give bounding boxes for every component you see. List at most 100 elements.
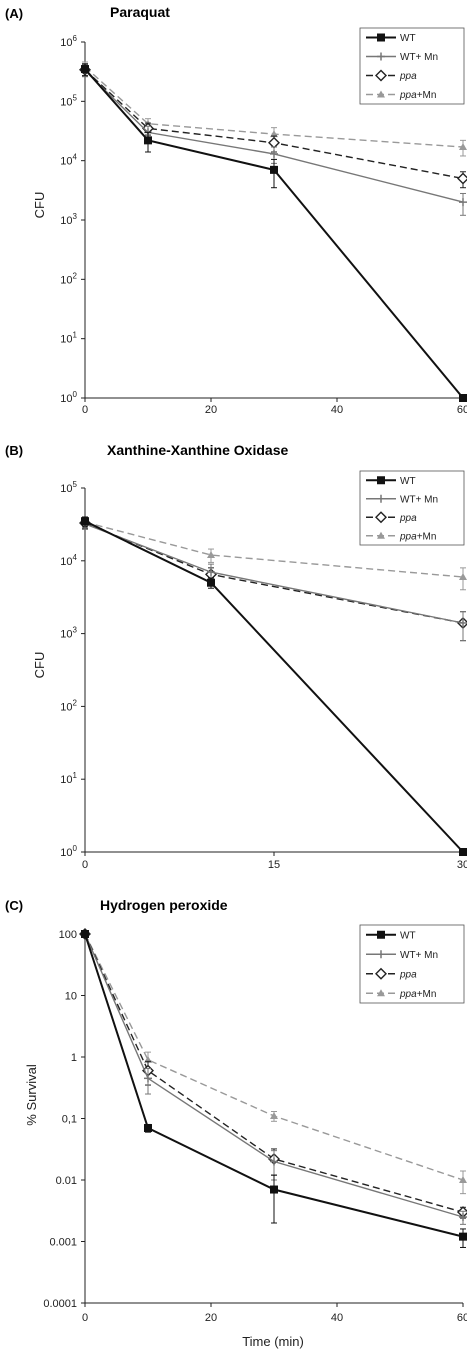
legend-c: WT WT+ Mn ppa ppa+Mn (359, 924, 465, 1004)
data-point-b-wt-2 (459, 848, 467, 856)
y-tick-exp-b-0: 0 (73, 844, 78, 853)
series-line-a-wt (84, 68, 464, 399)
panel-c: (C) Hydrogen peroxide % Survival Time (m… (5, 897, 467, 1349)
y-tick-label-c-0: 0.0001 (43, 1298, 77, 1310)
data-point-b-ppa-mn-2 (459, 572, 467, 580)
x-tick-label-b-0: 0 (82, 859, 88, 871)
x-tick-label-c-2: 40 (331, 1312, 343, 1324)
legend-label-c-wt: WT (400, 930, 416, 941)
legend-label-a-ppa-mn: ppa+Mn (399, 90, 436, 101)
y-tick-label-a-3: 103 (60, 212, 77, 227)
y-tick-base-b-3: 10 (60, 629, 72, 641)
legend-label-a-ppa: ppa (399, 71, 417, 82)
data-point-c-wt-0 (81, 930, 89, 938)
series-line-b-wt (84, 520, 464, 853)
legend-marker-b-ppa-mn (377, 531, 385, 539)
y-tick-exp-a-4: 4 (73, 153, 78, 162)
data-point-b-wt-1 (207, 578, 215, 587)
series-line-c-wt-mn (84, 933, 464, 1218)
legend-marker-b-ppa (375, 511, 387, 524)
y-tick-label-a-1: 101 (60, 331, 77, 346)
legend-label-a-wt-mn: WT+ Mn (400, 52, 438, 63)
legend-label-b-ppa: ppa (399, 513, 417, 524)
legend-label-c-wt-mn: WT+ Mn (400, 950, 438, 961)
series-line-c-ppa-mn (84, 933, 464, 1181)
y-tick-label-a-6: 106 (60, 34, 77, 49)
y-tick-base-a-5: 10 (60, 96, 72, 108)
data-point-a-ppa-2 (268, 136, 280, 149)
data-point-a-wt-1 (144, 136, 152, 145)
series-line-b-ppa-mn (84, 521, 464, 578)
y-tick-exp-b-4: 4 (73, 553, 78, 562)
y-tick-base-a-0: 10 (60, 393, 72, 405)
x-tick-label-c-3: 60 (457, 1312, 467, 1324)
legend-marker-b-wt-mn (377, 494, 385, 503)
y-tick-label-c-1: 0.001 (49, 1237, 77, 1249)
data-point-a-ppa-3 (457, 172, 467, 185)
legend-label-suffix-c-ppa-mn: +Mn (417, 989, 437, 1000)
legend-marker-a-wt (377, 33, 385, 42)
y-tick-exp-a-1: 1 (73, 331, 78, 340)
y-tick-exp-b-1: 1 (73, 771, 78, 780)
panel-title-b: Xanthine-Xanthine Oxidase (107, 442, 288, 458)
panel-title-a: Paraquat (110, 4, 170, 20)
legend-marker-a-wt-mn (377, 52, 385, 61)
data-point-c-wt-1 (144, 1124, 152, 1133)
legend-label-italic-a-ppa-mn: ppa (399, 90, 417, 101)
y-tick-base-b-1: 10 (60, 774, 72, 786)
y-tick-label-a-0: 100 (60, 390, 77, 405)
x-tick-label-a-2: 40 (331, 404, 343, 416)
data-point-c-wt-mn-2 (270, 1157, 278, 1166)
x-axis-label-c: Time (min) (242, 1334, 304, 1349)
series-b-wt (81, 516, 467, 856)
x-tick-label-a-3: 60 (457, 404, 467, 416)
data-point-c-wt-mn-3 (459, 1213, 467, 1222)
y-tick-label-c-4: 1 (71, 1052, 77, 1064)
y-tick-base-b-4: 10 (60, 556, 72, 568)
x-tick-label-b-2: 30 (457, 859, 467, 871)
y-tick-label-c-3: 0,1 (62, 1114, 77, 1126)
data-point-b-wt-0 (81, 517, 89, 526)
data-point-b-ppa-mn-1 (207, 551, 215, 559)
data-point-c-ppa-mn-3 (459, 1176, 467, 1183)
y-tick-base-b-2: 10 (60, 701, 72, 713)
y-tick-exp-a-5: 5 (73, 93, 78, 102)
y-tick-exp-a-0: 0 (73, 390, 78, 399)
data-point-a-wt-3 (459, 394, 467, 402)
y-tick-label-a-5: 105 (60, 93, 77, 108)
x-tick-label-c-0: 0 (82, 1312, 88, 1324)
y-tick-label-c-6: 100 (59, 929, 77, 941)
series-line-a-wt-mn (84, 70, 464, 203)
data-point-a-wt-mn-2 (270, 149, 278, 158)
y-tick-base-b-0: 10 (60, 847, 72, 859)
legend-label-suffix-b-ppa-mn: +Mn (417, 531, 437, 542)
x-tick-label-c-1: 20 (205, 1312, 217, 1324)
legend-marker-c-ppa (375, 967, 387, 980)
x-tick-label-a-0: 0 (82, 404, 88, 416)
legend-label-b-wt: WT (400, 476, 416, 487)
y-tick-label-b-4: 104 (60, 553, 77, 568)
data-point-c-wt-mn-1 (144, 1074, 152, 1083)
data-point-c-ppa-mn-2 (270, 1111, 278, 1119)
y-tick-label-c-5: 10 (65, 991, 77, 1003)
plot-area-c: 0.0001 0.001 0.01 0,1 1 10 100 0 20 40 60 (43, 928, 467, 1324)
legend-label-b-ppa-mn: ppa+Mn (399, 531, 436, 542)
legend-label-italic-b-ppa-mn: ppa (399, 531, 417, 542)
panel-letter-c: (C) (5, 898, 23, 913)
legend-label-italic-c-ppa-mn: ppa (399, 989, 417, 1000)
legend-label-c-ppa: ppa (399, 969, 417, 980)
legend-label-italic-b-ppa: ppa (399, 513, 417, 524)
y-tick-base-a-2: 10 (60, 274, 72, 286)
legend-label-a-wt: WT (400, 33, 416, 44)
panel-letter-b: (B) (5, 443, 23, 458)
y-tick-base-a-3: 10 (60, 215, 72, 227)
y-tick-label-b-3: 103 (60, 626, 77, 641)
y-tick-base-a-1: 10 (60, 334, 72, 346)
series-line-c-ppa (84, 933, 464, 1213)
series-line-c-wt (84, 933, 464, 1238)
panel-title-c: Hydrogen peroxide (100, 897, 228, 913)
